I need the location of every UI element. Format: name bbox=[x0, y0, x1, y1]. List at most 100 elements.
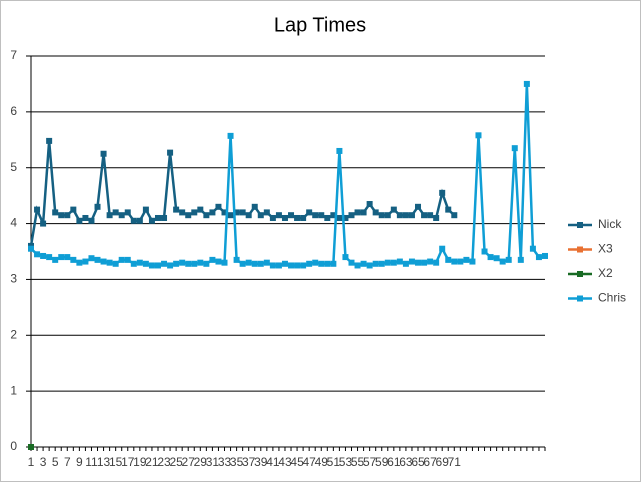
marker bbox=[402, 212, 409, 219]
marker bbox=[384, 212, 391, 219]
marker bbox=[336, 214, 343, 221]
marker bbox=[130, 260, 137, 267]
marker bbox=[34, 206, 41, 213]
marker bbox=[523, 80, 530, 87]
marker bbox=[136, 259, 143, 266]
x-tick-label: 57 bbox=[363, 455, 377, 469]
marker bbox=[239, 260, 246, 267]
marker bbox=[76, 217, 83, 224]
marker bbox=[342, 214, 349, 221]
x-tick-label: 45 bbox=[290, 455, 304, 469]
marker bbox=[76, 259, 83, 266]
marker bbox=[251, 260, 258, 267]
marker bbox=[318, 260, 325, 267]
marker bbox=[263, 209, 270, 216]
marker bbox=[451, 258, 458, 265]
x-tick-label: 3 bbox=[40, 455, 47, 469]
marker bbox=[161, 260, 168, 267]
marker bbox=[487, 254, 494, 261]
x-tick-label: 71 bbox=[448, 455, 462, 469]
marker bbox=[28, 444, 34, 450]
marker bbox=[439, 189, 446, 196]
marker bbox=[421, 259, 428, 266]
marker bbox=[384, 259, 391, 266]
marker bbox=[82, 214, 89, 221]
marker bbox=[148, 217, 155, 224]
marker bbox=[209, 209, 216, 216]
marker bbox=[52, 209, 59, 216]
marker bbox=[427, 258, 434, 265]
marker bbox=[275, 262, 282, 269]
y-tick-label: 5 bbox=[10, 160, 17, 174]
marker bbox=[46, 137, 53, 144]
marker bbox=[336, 147, 343, 154]
x-tick-label: 59 bbox=[375, 455, 389, 469]
marker bbox=[408, 212, 415, 219]
marker bbox=[354, 209, 361, 216]
legend-marker bbox=[577, 222, 583, 228]
marker bbox=[396, 212, 403, 219]
marker bbox=[481, 248, 488, 255]
marker bbox=[136, 217, 143, 224]
x-tick-label: 69 bbox=[436, 455, 450, 469]
x-tick-label: 37 bbox=[242, 455, 256, 469]
marker bbox=[233, 256, 240, 263]
marker bbox=[173, 206, 180, 213]
marker bbox=[427, 212, 434, 219]
marker bbox=[227, 132, 234, 139]
x-tick-label: 7 bbox=[64, 455, 71, 469]
marker bbox=[415, 259, 422, 266]
marker bbox=[227, 212, 234, 219]
marker bbox=[28, 245, 34, 252]
x-tick-label: 55 bbox=[351, 455, 365, 469]
marker bbox=[106, 212, 113, 219]
marker bbox=[396, 258, 403, 265]
marker bbox=[58, 254, 65, 261]
marker bbox=[239, 209, 246, 216]
marker bbox=[542, 252, 548, 259]
marker bbox=[306, 260, 313, 267]
marker bbox=[94, 256, 101, 263]
marker bbox=[529, 245, 536, 252]
marker bbox=[312, 259, 319, 266]
marker bbox=[173, 260, 180, 267]
y-tick-label: 7 bbox=[10, 48, 17, 62]
legend-marker bbox=[577, 271, 583, 277]
marker bbox=[257, 260, 264, 267]
marker bbox=[463, 256, 470, 263]
marker bbox=[408, 258, 415, 265]
marker bbox=[148, 262, 155, 269]
marker bbox=[142, 206, 149, 213]
marker bbox=[34, 251, 41, 258]
marker bbox=[257, 212, 264, 219]
marker bbox=[215, 258, 222, 265]
marker bbox=[167, 262, 174, 269]
marker bbox=[197, 259, 204, 266]
marker bbox=[130, 217, 137, 224]
x-tick-label: 19 bbox=[133, 455, 147, 469]
marker bbox=[124, 209, 131, 216]
marker bbox=[330, 212, 337, 219]
marker bbox=[100, 258, 107, 265]
x-tick-label: 15 bbox=[109, 455, 123, 469]
marker bbox=[439, 245, 446, 252]
marker bbox=[469, 258, 476, 265]
marker bbox=[46, 254, 53, 261]
x-tick-label: 27 bbox=[182, 455, 196, 469]
legend-label: Nick bbox=[598, 217, 622, 231]
marker bbox=[433, 259, 440, 266]
marker bbox=[535, 254, 542, 261]
marker bbox=[58, 212, 65, 219]
marker bbox=[197, 206, 204, 213]
marker bbox=[306, 209, 313, 216]
x-tick-label: 39 bbox=[254, 455, 268, 469]
marker bbox=[312, 212, 319, 219]
marker bbox=[70, 256, 77, 263]
marker bbox=[191, 209, 198, 216]
marker bbox=[433, 214, 440, 221]
marker bbox=[263, 259, 270, 266]
marker bbox=[142, 260, 149, 267]
x-tick-label: 21 bbox=[145, 455, 159, 469]
marker bbox=[324, 214, 331, 221]
